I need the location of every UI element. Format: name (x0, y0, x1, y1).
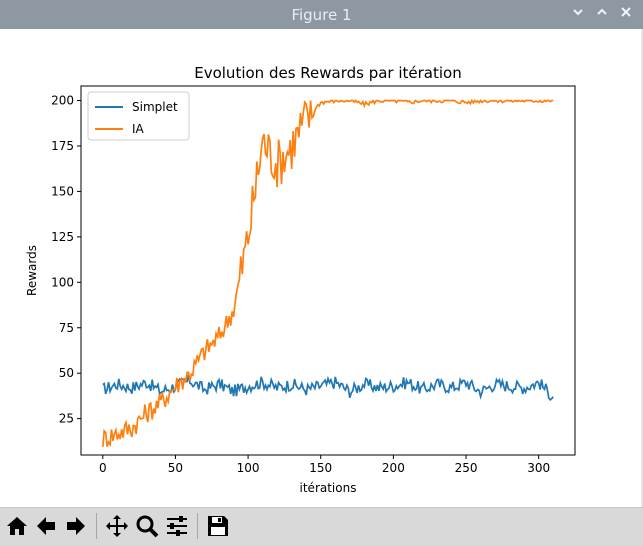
figure-canvas: Evolution des Rewards par itération 0 50 10… (0, 29, 643, 507)
pan-icon[interactable] (103, 512, 131, 540)
y-tick-label: 100 (51, 275, 74, 289)
x-axis-label: itérations (300, 481, 357, 495)
x-tick-label: 50 (168, 461, 183, 475)
chevron-up-icon[interactable] (593, 5, 611, 23)
chevron-down-icon[interactable] (569, 5, 587, 23)
axes-frame (80, 85, 576, 456)
back-icon[interactable] (32, 512, 60, 540)
y-tick-label: 200 (51, 94, 74, 108)
navigation-toolbar (0, 507, 643, 546)
configure-subplots-icon[interactable] (163, 512, 191, 540)
home-icon[interactable] (3, 512, 31, 540)
window-titlebar: Figure 1 (0, 0, 643, 29)
x-tick-label: 0 (99, 461, 107, 475)
x-tick-label: 150 (309, 461, 332, 475)
close-icon[interactable] (617, 5, 635, 23)
chart-title: Evolution des Rewards par itération (194, 64, 462, 82)
toolbar-separator (96, 513, 97, 539)
legend-label: IA (132, 122, 145, 136)
window-title: Figure 1 (291, 6, 352, 24)
toolbar-separator (197, 513, 198, 539)
x-tick-label: 250 (455, 461, 478, 475)
window-edge (641, 29, 643, 507)
x-tick-label: 100 (237, 461, 260, 475)
x-tick-label: 300 (527, 461, 550, 475)
line-chart: Evolution des Rewards par itération 0 50 10… (25, 64, 576, 495)
y-tick-label: 125 (51, 230, 74, 244)
y-tick-label: 175 (51, 139, 74, 153)
series-line-simplet (102, 374, 554, 401)
save-icon[interactable] (204, 512, 232, 540)
y-tick-label: 150 (51, 184, 74, 198)
y-axis-label: Rewards (25, 245, 39, 296)
forward-icon[interactable] (62, 512, 90, 540)
y-tick-label: 25 (59, 412, 74, 426)
y-tick-label: 75 (59, 321, 74, 335)
legend-label: Simplet (132, 100, 178, 114)
zoom-icon[interactable] (133, 512, 161, 540)
y-tick-label: 50 (59, 366, 74, 380)
series-line-ia (101, 98, 554, 448)
x-tick-label: 200 (382, 461, 405, 475)
